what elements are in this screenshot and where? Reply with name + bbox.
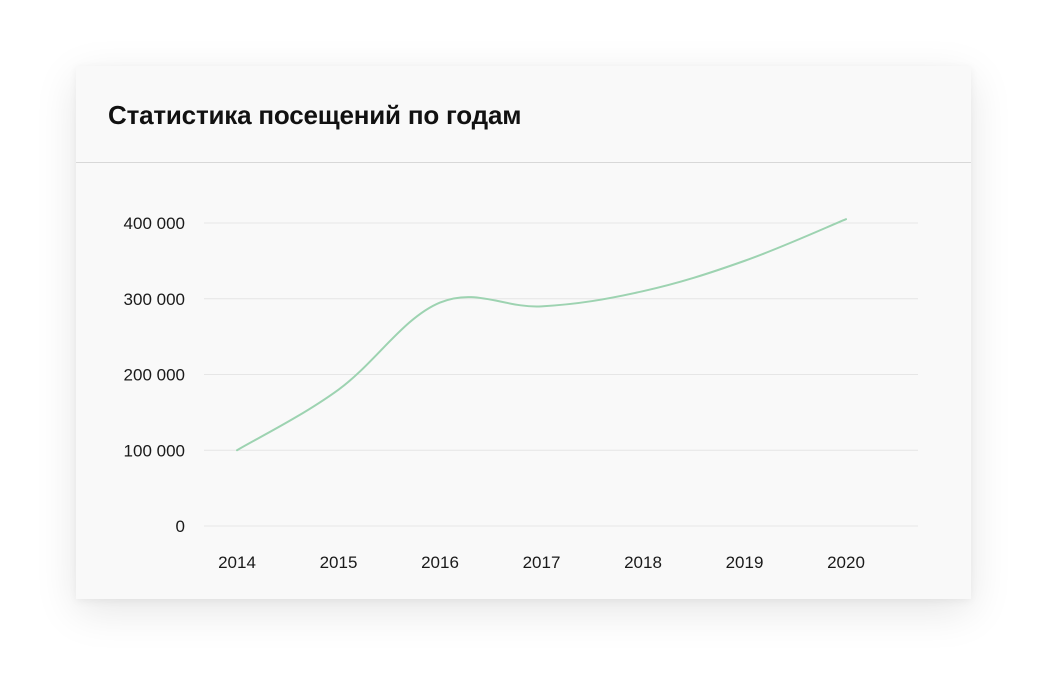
y-tick-label: 300 000 <box>124 290 185 309</box>
chart-title: Статистика посещений по годам <box>108 100 522 130</box>
y-tick-label: 100 000 <box>124 441 185 460</box>
x-tick-label: 2018 <box>624 553 662 572</box>
x-tick-label: 2020 <box>827 553 865 572</box>
y-axis-tick-labels: 0 100 000 200 000 300 000 400 000 <box>124 214 185 536</box>
chart-card: Статистика посещений по годам <box>76 66 971 599</box>
y-tick-label: 400 000 <box>124 214 185 233</box>
x-tick-label: 2016 <box>421 553 459 572</box>
grid-lines <box>204 222 918 527</box>
series-layer <box>236 218 847 452</box>
x-tick-label: 2017 <box>523 553 561 572</box>
y-tick-label: 200 000 <box>124 366 185 385</box>
x-axis-tick-labels: 2014 2015 2016 2017 2018 2019 2020 <box>218 553 865 572</box>
card-header: Статистика посещений по годам <box>76 66 971 163</box>
x-tick-label: 2014 <box>218 553 256 572</box>
x-tick-label: 2015 <box>320 553 358 572</box>
series-line <box>236 218 847 452</box>
y-tick-label: 0 <box>176 517 185 536</box>
x-tick-label: 2019 <box>726 553 764 572</box>
